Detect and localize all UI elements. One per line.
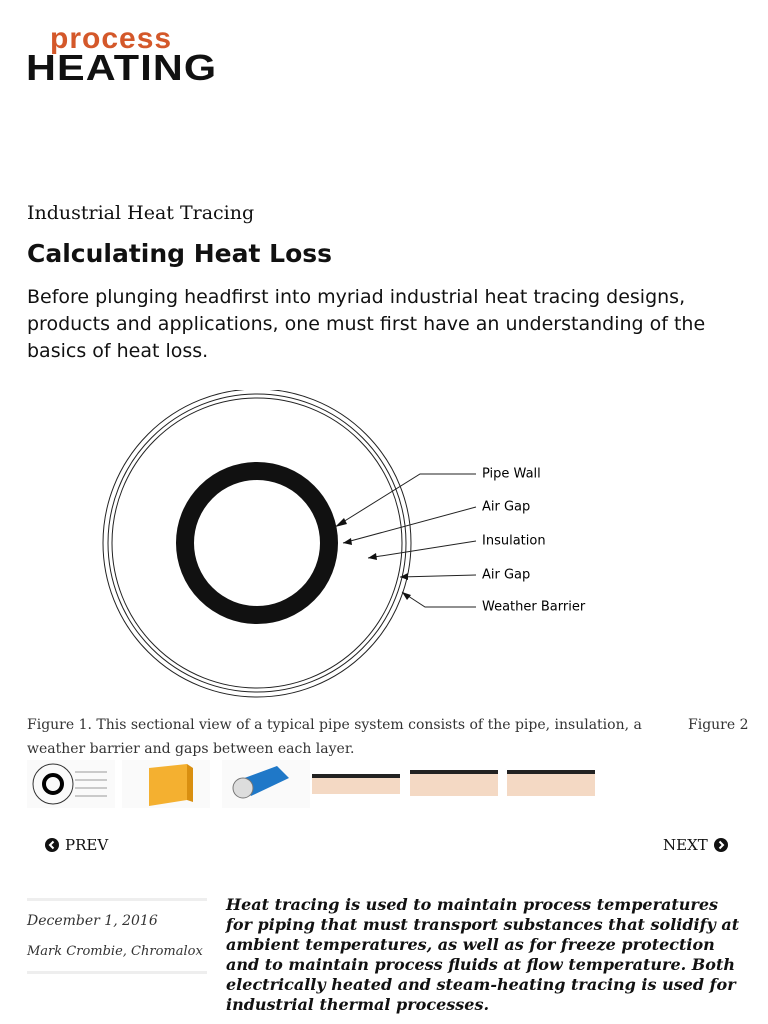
thumbnail[interactable] xyxy=(27,760,115,808)
lead-paragraph: Heat tracing is used to maintain process… xyxy=(226,895,740,1014)
logo-bottom[interactable]: HEATING xyxy=(26,47,218,88)
thumbnail[interactable] xyxy=(507,770,595,796)
next-button[interactable]: NEXT xyxy=(663,836,728,854)
figure-label: Air Gap xyxy=(482,568,530,583)
deck: Before plunging headfirst into myriad in… xyxy=(27,286,706,362)
logo-top[interactable]: process xyxy=(50,22,173,55)
divider xyxy=(27,898,207,901)
figure-label: Air Gap xyxy=(482,500,530,515)
thumbnail[interactable] xyxy=(222,760,310,808)
prev-icon xyxy=(45,838,59,852)
prev-button[interactable]: PREV xyxy=(45,836,108,854)
thumbnail[interactable] xyxy=(312,774,400,794)
figure-label: Weather Barrier xyxy=(482,600,586,615)
thumbnail-strip xyxy=(27,760,595,808)
category[interactable]: Industrial Heat Tracing xyxy=(27,202,255,224)
figure-caption-next: Figure 2 xyxy=(688,717,749,733)
divider xyxy=(27,971,207,974)
author: Mark Crombie, Chromalox xyxy=(27,944,203,959)
article-title: Calculating Heat Loss xyxy=(27,239,333,268)
date: December 1, 2016 xyxy=(27,913,158,929)
next-icon xyxy=(713,838,728,852)
next-label: NEXT xyxy=(663,836,708,854)
figure-label: Pipe Wall xyxy=(482,467,541,482)
figure-caption: Figure 1. This sectional view of a typic… xyxy=(27,717,642,757)
thumbnail[interactable] xyxy=(122,760,210,808)
figure-label: Insulation xyxy=(482,534,546,549)
thumbnail[interactable] xyxy=(410,770,498,796)
pipe-diagram: Pipe Wall Air Gap Insulation Air Gap Wea… xyxy=(102,390,586,698)
prev-label: PREV xyxy=(65,836,109,854)
